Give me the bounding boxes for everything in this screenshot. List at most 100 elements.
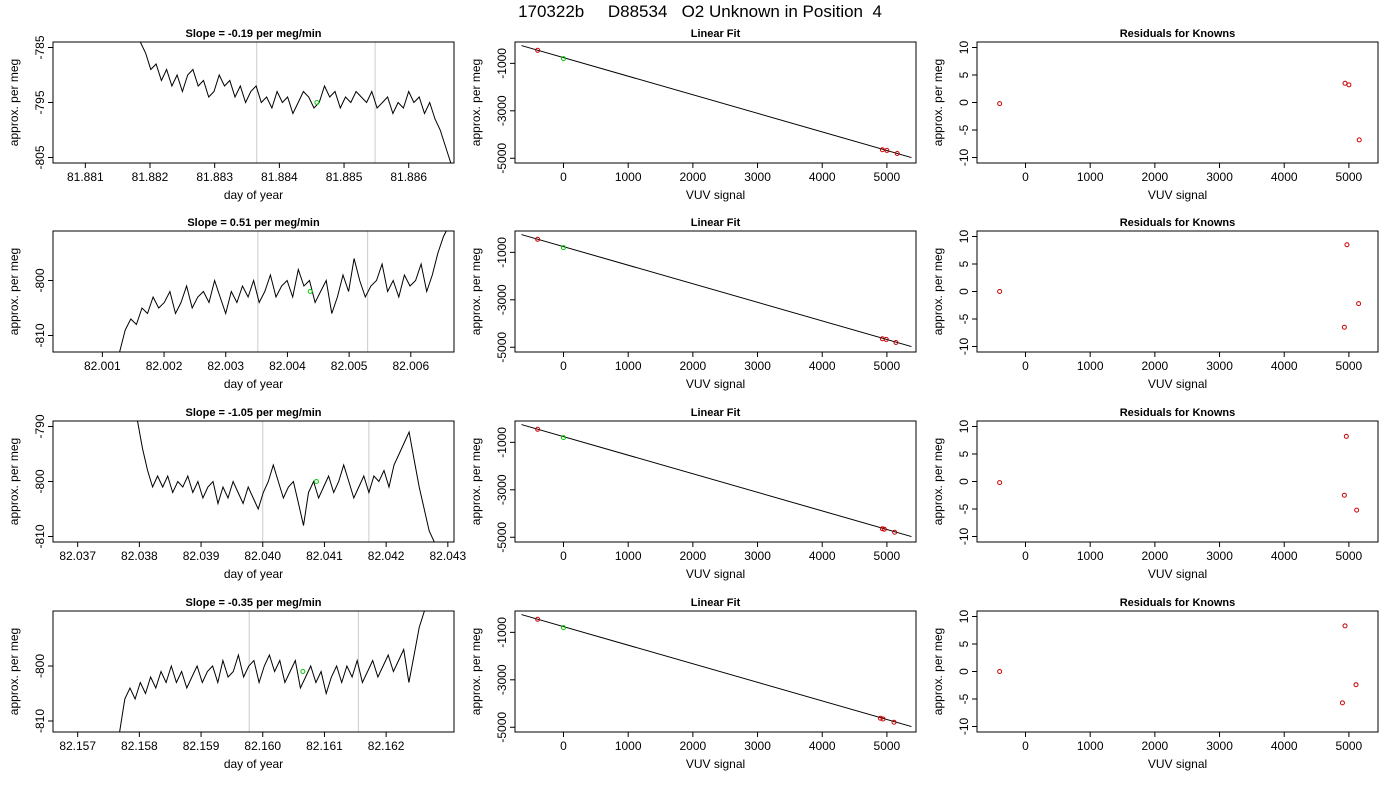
- x-tick-label: 1000: [615, 359, 642, 373]
- plot-frame: [514, 230, 917, 353]
- x-tick-label: 4000: [1271, 170, 1298, 184]
- x-tick-label: 82.160: [244, 739, 281, 753]
- data-point: [884, 147, 890, 153]
- x-tick-label: 2000: [1142, 359, 1169, 373]
- panel-timeseries-3: Slope = -1.05 per meg/min 82.037 82.038 82.…: [7, 407, 467, 581]
- x-tick-label: 2000: [680, 170, 707, 184]
- x-tick-label: 82.004: [269, 359, 306, 373]
- x-tick-label: 0: [1022, 170, 1029, 184]
- panel-title: Residuals for Knowns: [1120, 217, 1236, 229]
- plot-frame: [514, 610, 917, 733]
- data-point: [535, 616, 541, 622]
- y-tick-label: -810: [33, 524, 47, 548]
- y-axis-label: approx. per meg: [469, 59, 483, 146]
- y-tick-label: -5000: [495, 522, 509, 553]
- y-tick-label: 5: [957, 640, 971, 647]
- y-tick-label: -3000: [495, 95, 509, 126]
- panel-title: Residuals for Knowns: [1120, 28, 1236, 40]
- data-point: [881, 526, 887, 532]
- x-axis-label: VUV signal: [1148, 757, 1207, 771]
- y-tick-label: -5000: [495, 143, 509, 174]
- x-tick-label: 5000: [874, 359, 901, 373]
- y-tick-label: -810: [33, 323, 47, 347]
- unknown-marker: [314, 100, 320, 105]
- panel-title: Slope = 0.51 per meg/min: [187, 217, 320, 229]
- panel-linear-fit-4: Linear Fit 0 1000 2000 3000 4000 5000 VUV signa…: [469, 597, 917, 771]
- panel-title: Linear Fit: [691, 217, 741, 229]
- data-point: [891, 719, 897, 725]
- x-tick-label: 4000: [1271, 549, 1298, 563]
- x-tick-label: 1000: [1077, 739, 1104, 753]
- panel-title: Slope = -0.35 per meg/min: [185, 597, 321, 609]
- x-tick-label: 0: [1022, 739, 1029, 753]
- x-tick-label: 4000: [809, 170, 836, 184]
- fit-line: [521, 45, 912, 159]
- plot-data: [521, 614, 912, 728]
- panel-title: Linear Fit: [691, 28, 741, 40]
- plot-frame: [976, 420, 1379, 543]
- panel-residuals-3: Residuals for Knowns 0 1000 2000 3000 4000 500…: [931, 407, 1379, 581]
- y-tick-label: 0: [957, 668, 971, 675]
- x-tick-label: 1000: [1077, 359, 1104, 373]
- y-axis-label: approx. per meg: [931, 59, 945, 146]
- unknown-marker: [307, 289, 313, 294]
- data-point: [880, 716, 886, 722]
- x-tick-label: 2000: [1142, 739, 1169, 753]
- y-tick-label: -10: [957, 149, 971, 167]
- y-tick-label: -1000: [495, 48, 509, 79]
- series-line: [119, 231, 447, 352]
- panel-linear-fit-2: Linear Fit 0 1000 2000 3000 4000 5000 VUV signa…: [469, 217, 917, 391]
- plot-frame: [52, 41, 455, 164]
- x-axis-label: VUV signal: [686, 567, 745, 581]
- data-point: [883, 336, 889, 342]
- panel-title: Linear Fit: [691, 407, 741, 419]
- series-line: [137, 421, 435, 542]
- x-tick-label: 82.042: [368, 549, 405, 563]
- x-tick-label: 82.162: [368, 739, 405, 753]
- x-tick-label: 82.040: [244, 549, 281, 563]
- x-tick-label: 0: [560, 739, 567, 753]
- x-tick-label: 2000: [1142, 170, 1169, 184]
- data-point: [535, 426, 541, 432]
- y-tick-label: -10: [957, 718, 971, 736]
- x-tick-label: 0: [560, 359, 567, 373]
- y-tick-label: -3000: [495, 474, 509, 505]
- x-tick-label: 81.881: [67, 170, 104, 184]
- x-tick-label: 82.159: [183, 739, 220, 753]
- y-tick-label: 10: [957, 610, 971, 624]
- x-axis-label: VUV signal: [686, 377, 745, 391]
- y-axis-label: approx. per meg: [7, 59, 21, 146]
- x-tick-label: 82.002: [146, 359, 183, 373]
- fit-line: [521, 424, 912, 538]
- data-point: [997, 101, 1003, 107]
- unknown-marker: [313, 479, 319, 484]
- data-point: [1356, 137, 1362, 143]
- x-tick-label: 81.886: [390, 170, 427, 184]
- plot-frame: [52, 230, 455, 353]
- panel-residuals-2: Residuals for Knowns 0 1000 2000 3000 4000 500…: [931, 217, 1379, 391]
- x-tick-label: 81.885: [326, 170, 363, 184]
- y-tick-label: -5: [957, 693, 971, 704]
- x-tick-label: 81.883: [196, 170, 233, 184]
- plot-data: [139, 42, 452, 163]
- plot-data: [997, 242, 1362, 330]
- x-tick-label: 82.037: [59, 549, 96, 563]
- data-point: [1342, 80, 1348, 86]
- plot-data: [521, 424, 912, 538]
- panel-timeseries-1: Slope = -0.19 per meg/min 81.881 81.882 81.…: [7, 28, 455, 202]
- panel-linear-fit-3: Linear Fit 0 1000 2000 3000 4000 5000 VUV signa…: [469, 407, 917, 581]
- data-point: [535, 236, 541, 242]
- x-tick-label: 81.882: [132, 170, 169, 184]
- x-tick-label: 0: [560, 549, 567, 563]
- y-tick-label: -800: [33, 268, 47, 292]
- y-tick-label: 0: [957, 99, 971, 106]
- x-tick-label: 3000: [744, 549, 771, 563]
- fit-line: [521, 234, 912, 348]
- data-point: [997, 480, 1003, 486]
- plot-data: [997, 623, 1359, 706]
- y-tick-label: -5000: [495, 712, 509, 743]
- y-tick-label: -1000: [495, 427, 509, 458]
- y-tick-label: -5: [957, 313, 971, 324]
- x-tick-label: 4000: [809, 359, 836, 373]
- y-tick-label: -810: [33, 709, 47, 733]
